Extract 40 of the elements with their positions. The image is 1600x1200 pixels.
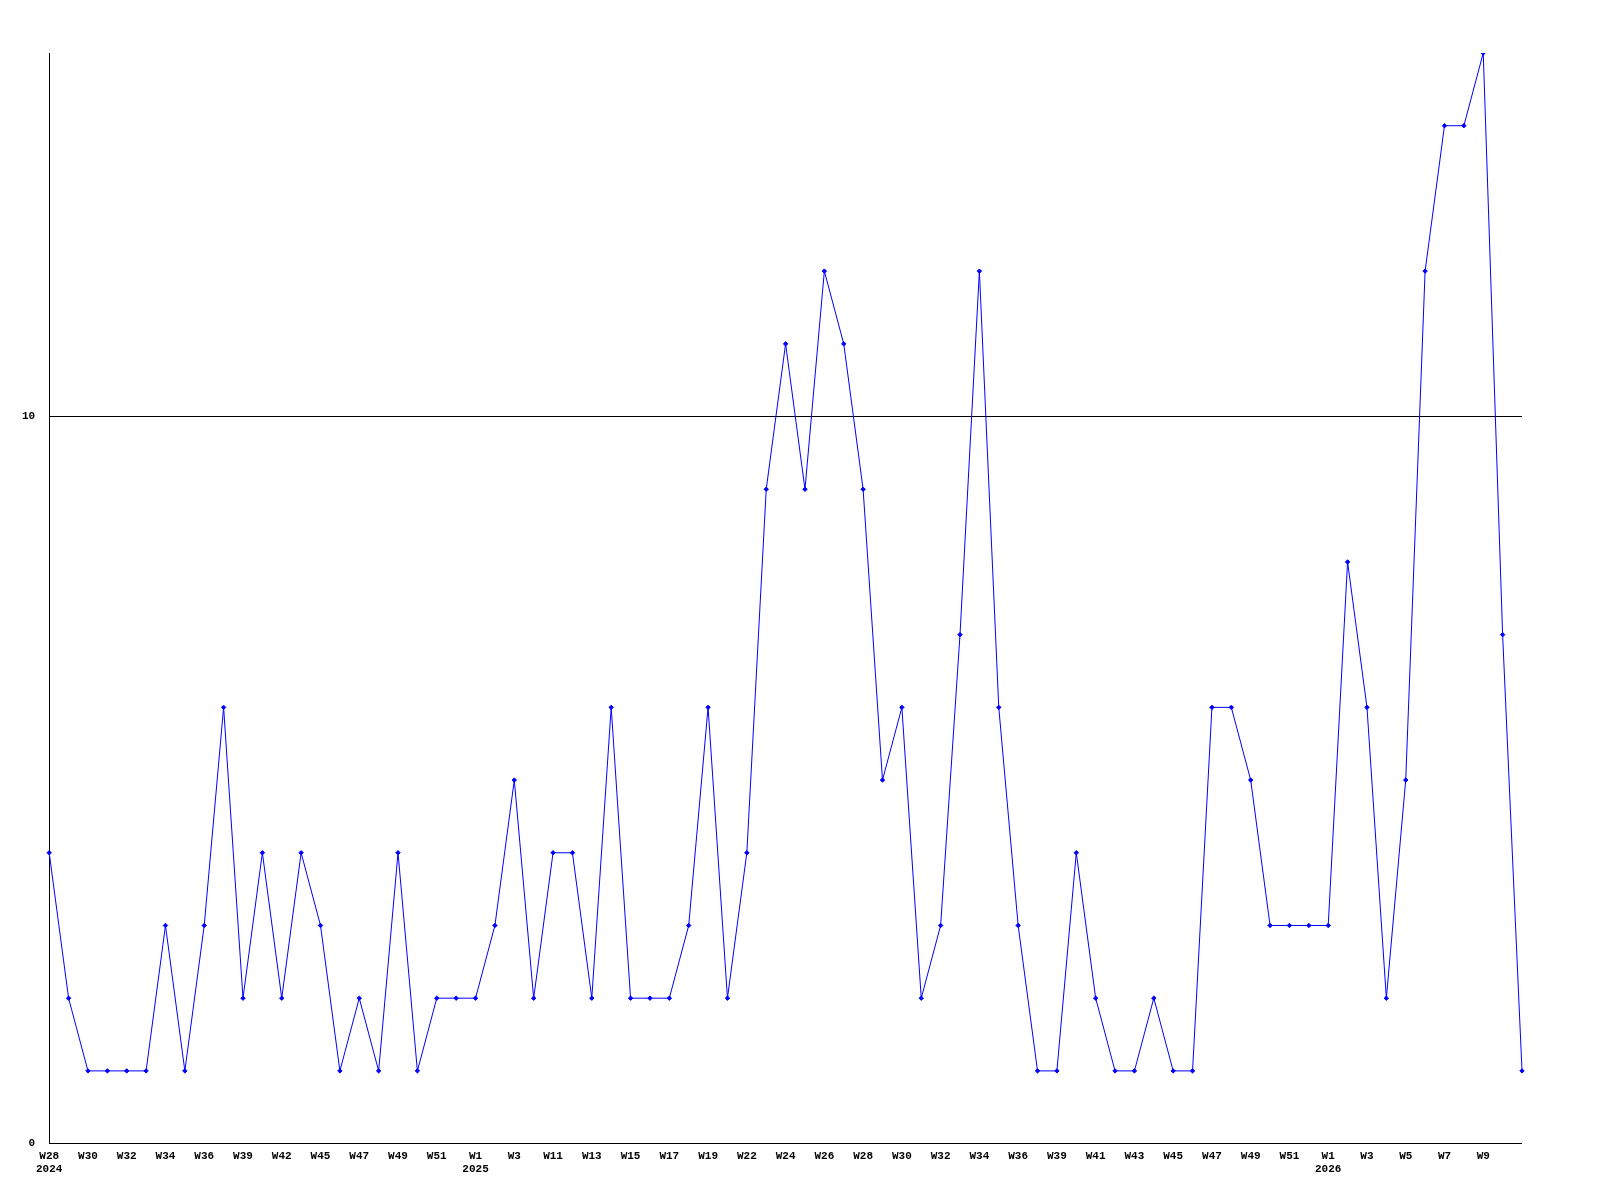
x-tick-label: W17 <box>659 1149 680 1162</box>
x-tick-label: W24 <box>775 1149 796 1162</box>
x-tick-label: W51 <box>426 1149 448 1162</box>
x-tick-label: W26 <box>814 1149 835 1162</box>
x-tick-label: W7 <box>1437 1149 1452 1162</box>
x-tick-label: W51 <box>1279 1149 1300 1162</box>
x-tick-label: W30 <box>78 1149 98 1162</box>
x-tick-label: W47 <box>1202 1149 1222 1162</box>
x-tick-label: W3 <box>1360 1149 1374 1162</box>
x-tick-label: W30 <box>891 1149 912 1162</box>
x-tick-label: W45 <box>1163 1149 1184 1162</box>
x-tick-label: W19 <box>698 1149 718 1162</box>
x-tick-label: W42 <box>271 1149 292 1162</box>
x-tick-label: W3 <box>507 1149 522 1162</box>
x-tick-label: W32 <box>116 1149 137 1162</box>
x-tick-label: W28 <box>853 1149 874 1162</box>
x-tick-label: W1 2026 <box>1315 1149 1342 1176</box>
x-tick-label: W13 <box>581 1149 603 1162</box>
x-tick-label: W47 <box>349 1149 370 1162</box>
x-tick-label: W28 2024 <box>36 1149 63 1176</box>
x-tick-label: W43 <box>1124 1149 1145 1162</box>
x-tick-label: W36 <box>194 1149 215 1162</box>
x-tick-label: W39 <box>233 1149 253 1162</box>
x-tick-label: W34 <box>155 1149 176 1162</box>
y-tick-label: 10 <box>22 410 36 423</box>
x-tick-label: W22 <box>736 1149 757 1162</box>
x-tick-label: W45 <box>310 1149 331 1162</box>
x-tick-label: W11 <box>543 1149 564 1162</box>
x-tick-label: W49 <box>388 1149 408 1162</box>
x-tick-label: W1 2025 <box>462 1149 490 1176</box>
x-tick-label: W41 <box>1085 1149 1106 1162</box>
x-tick-label: W15 <box>620 1149 641 1162</box>
y-tick-label: 0 <box>28 1137 36 1150</box>
x-tick-label: W5 <box>1399 1149 1413 1162</box>
x-tick-label: W9 <box>1476 1149 1490 1162</box>
x-tick-label: W36 <box>1008 1149 1029 1162</box>
x-tick-label: W49 <box>1240 1149 1261 1162</box>
x-tick-label: W34 <box>969 1149 990 1162</box>
x-tick-label: W32 <box>930 1149 951 1162</box>
x-tick-label: W39 <box>1047 1149 1067 1162</box>
